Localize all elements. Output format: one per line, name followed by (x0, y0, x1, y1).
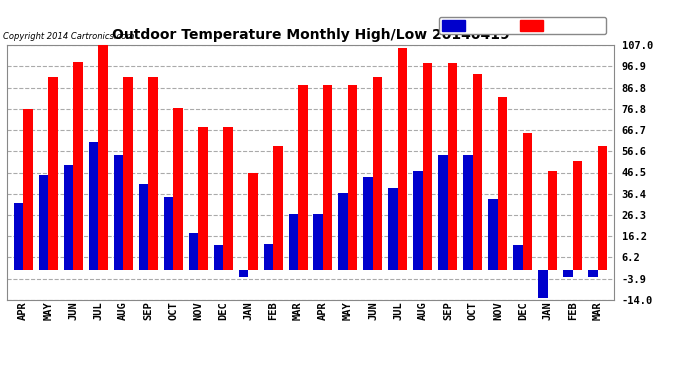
Bar (589, 270, 598, 277)
Bar (364, 177, 373, 270)
Bar (538, 270, 548, 298)
Bar (563, 270, 573, 277)
Bar (123, 77, 132, 270)
Bar (48, 77, 58, 270)
Bar (239, 270, 248, 277)
Text: Copyright 2014 Cartronics.com: Copyright 2014 Cartronics.com (3, 32, 135, 41)
Bar (373, 77, 382, 270)
Bar (548, 171, 558, 270)
Bar (23, 109, 32, 270)
Bar (39, 175, 48, 270)
Bar (313, 214, 323, 270)
Bar (264, 244, 273, 270)
Bar (339, 192, 348, 270)
Bar (413, 171, 423, 270)
Bar (448, 63, 457, 270)
Bar (88, 142, 98, 270)
Bar (14, 203, 23, 270)
Bar (513, 245, 523, 270)
Bar (148, 77, 157, 270)
Bar (173, 108, 183, 270)
Bar (298, 86, 308, 270)
Bar (423, 63, 433, 270)
Bar (63, 165, 73, 270)
Bar (323, 86, 333, 270)
Title: Outdoor Temperature Monthly High/Low 20140419: Outdoor Temperature Monthly High/Low 201… (112, 28, 509, 42)
Bar (438, 154, 448, 270)
Bar (473, 74, 482, 270)
Bar (489, 199, 498, 270)
Bar (188, 233, 198, 270)
Bar (223, 127, 233, 270)
Bar (139, 184, 148, 270)
Bar (288, 214, 298, 270)
Bar (198, 127, 208, 270)
Bar (73, 62, 83, 270)
Bar (348, 86, 357, 270)
Bar (213, 245, 223, 270)
Bar (114, 154, 123, 270)
Bar (573, 161, 582, 270)
Bar (398, 48, 408, 270)
Bar (248, 172, 257, 270)
Bar (464, 154, 473, 270)
Bar (273, 146, 282, 270)
Bar (523, 133, 533, 270)
Legend: Low  (°F), High  (°F): Low (°F), High (°F) (439, 17, 606, 34)
Bar (98, 45, 108, 270)
Bar (388, 188, 398, 270)
Bar (164, 197, 173, 270)
Bar (598, 146, 607, 270)
Bar (498, 97, 507, 270)
